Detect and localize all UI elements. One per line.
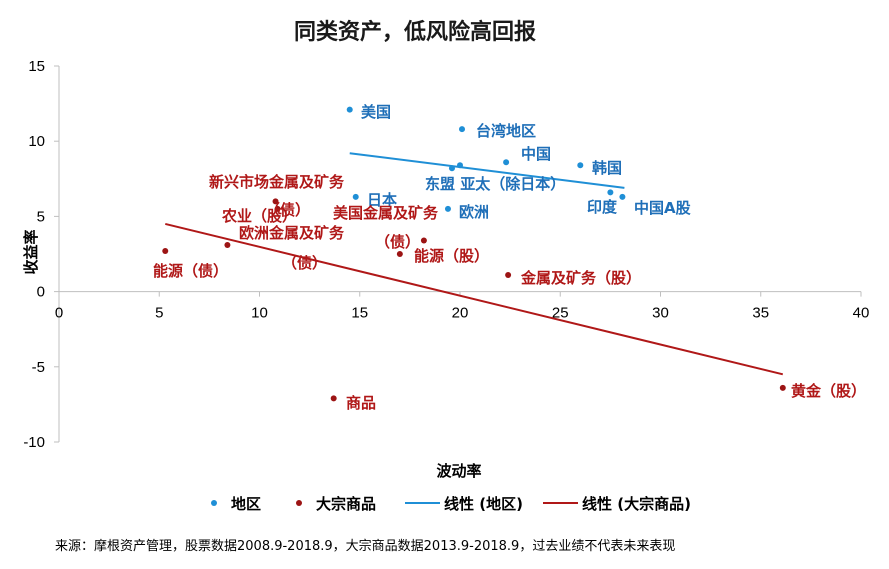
point-commodity [330,395,337,402]
point-commodity [274,205,281,212]
x-tick-label: 25 [552,305,569,322]
point-region [619,193,626,200]
x-tick-label: 5 [155,305,163,322]
label-china-a: 中国A股 [634,199,692,217]
point-commodity [224,241,231,248]
label-metals-equity: 金属及矿务（股） [520,269,641,287]
label-gold: 黄金（股） [791,382,866,400]
point-region [457,162,463,169]
y-tick-label: 10 [28,133,45,150]
x-tick-labels: 0 5 10 15 20 25 30 35 40 [55,291,870,322]
y-tick-labels: 15 10 5 0 -5 -10 [23,58,59,451]
chart-title: 同类资产，低风险高回报 [293,20,536,45]
point-region [459,126,466,133]
legend: 地区 大宗商品 线性 (地区) 线性 (大宗商品) [211,495,691,513]
x-tick-label: 0 [55,305,63,322]
point-region [607,189,614,196]
label-us-metals-bond: （债） [375,233,420,251]
legend-label-region: 地区 [231,495,261,513]
x-tick-label: 30 [652,305,669,322]
y-tick-label: 0 [37,284,45,301]
legend-marker-commodity [296,500,302,506]
y-tick-label: 5 [37,208,45,225]
source-note: 来源：摩根资产管理，股票数据2008.9-2018.9，大宗商品数据2013.9… [55,539,676,554]
y-tick-label: 15 [28,58,45,75]
point-commodity [272,198,279,205]
label-asean: 东盟 亚太（除日本） [425,175,565,193]
point-region [448,165,455,172]
point-region [444,205,451,212]
y-axis-title: 收益率 [22,229,40,274]
y-tick-label: -5 [32,359,45,376]
label-em-metals: 新兴市场金属及矿务 [209,173,345,191]
label-china: 中国 [521,145,551,163]
label-em-metals-bond: （债） [265,201,310,219]
legend-label-commodity: 大宗商品 [316,495,376,513]
trendlines [165,152,784,376]
label-eu-metals-bond: （债） [282,254,327,272]
point-commodity [420,237,427,244]
point-region [352,193,359,200]
label-india: 印度 [587,198,618,216]
point-region [503,159,510,166]
point-labels: 美国 台湾地区 中国 韩国 东盟 亚太（除日本） 日本 欧洲 印度 中国A股 新… [153,103,866,412]
x-tick-label: 40 [853,305,870,322]
trendline-region [349,152,625,189]
label-us-metals: 美国金属及矿务 [333,204,439,222]
x-tick-label: 15 [351,305,368,322]
legend-marker-region [211,500,217,506]
label-energy-bond: 能源（债） [153,262,228,280]
label-energy-equity: 能源（股） [414,247,489,265]
label-agriculture: 农业（股） [221,207,297,225]
legend-label-region-trend: 线性 (地区) [444,495,523,513]
data-points [162,106,786,402]
point-region [577,162,584,169]
label-taiwan: 台湾地区 [476,122,536,140]
label-europe: 欧洲 [459,203,489,221]
trendline-commodity [165,222,784,376]
x-axis-title: 波动率 [436,462,481,480]
label-commodities: 商品 [346,394,376,412]
point-commodity [505,272,512,279]
point-commodity [396,251,403,257]
point-commodity [779,384,786,391]
legend-label-commodity-trend: 线性 (大宗商品) [582,495,691,513]
x-tick-label: 35 [752,305,769,322]
point-region [346,106,353,113]
x-tick-label: 10 [251,305,268,322]
point-commodity [162,247,169,254]
label-japan: 日本 [367,191,397,209]
label-korea: 韩国 [592,159,622,177]
label-eu-metals: 欧洲金属及矿务 [239,224,345,242]
label-us: 美国 [361,103,391,121]
x-tick-label: 20 [452,305,469,322]
y-tick-label: -10 [23,434,45,451]
